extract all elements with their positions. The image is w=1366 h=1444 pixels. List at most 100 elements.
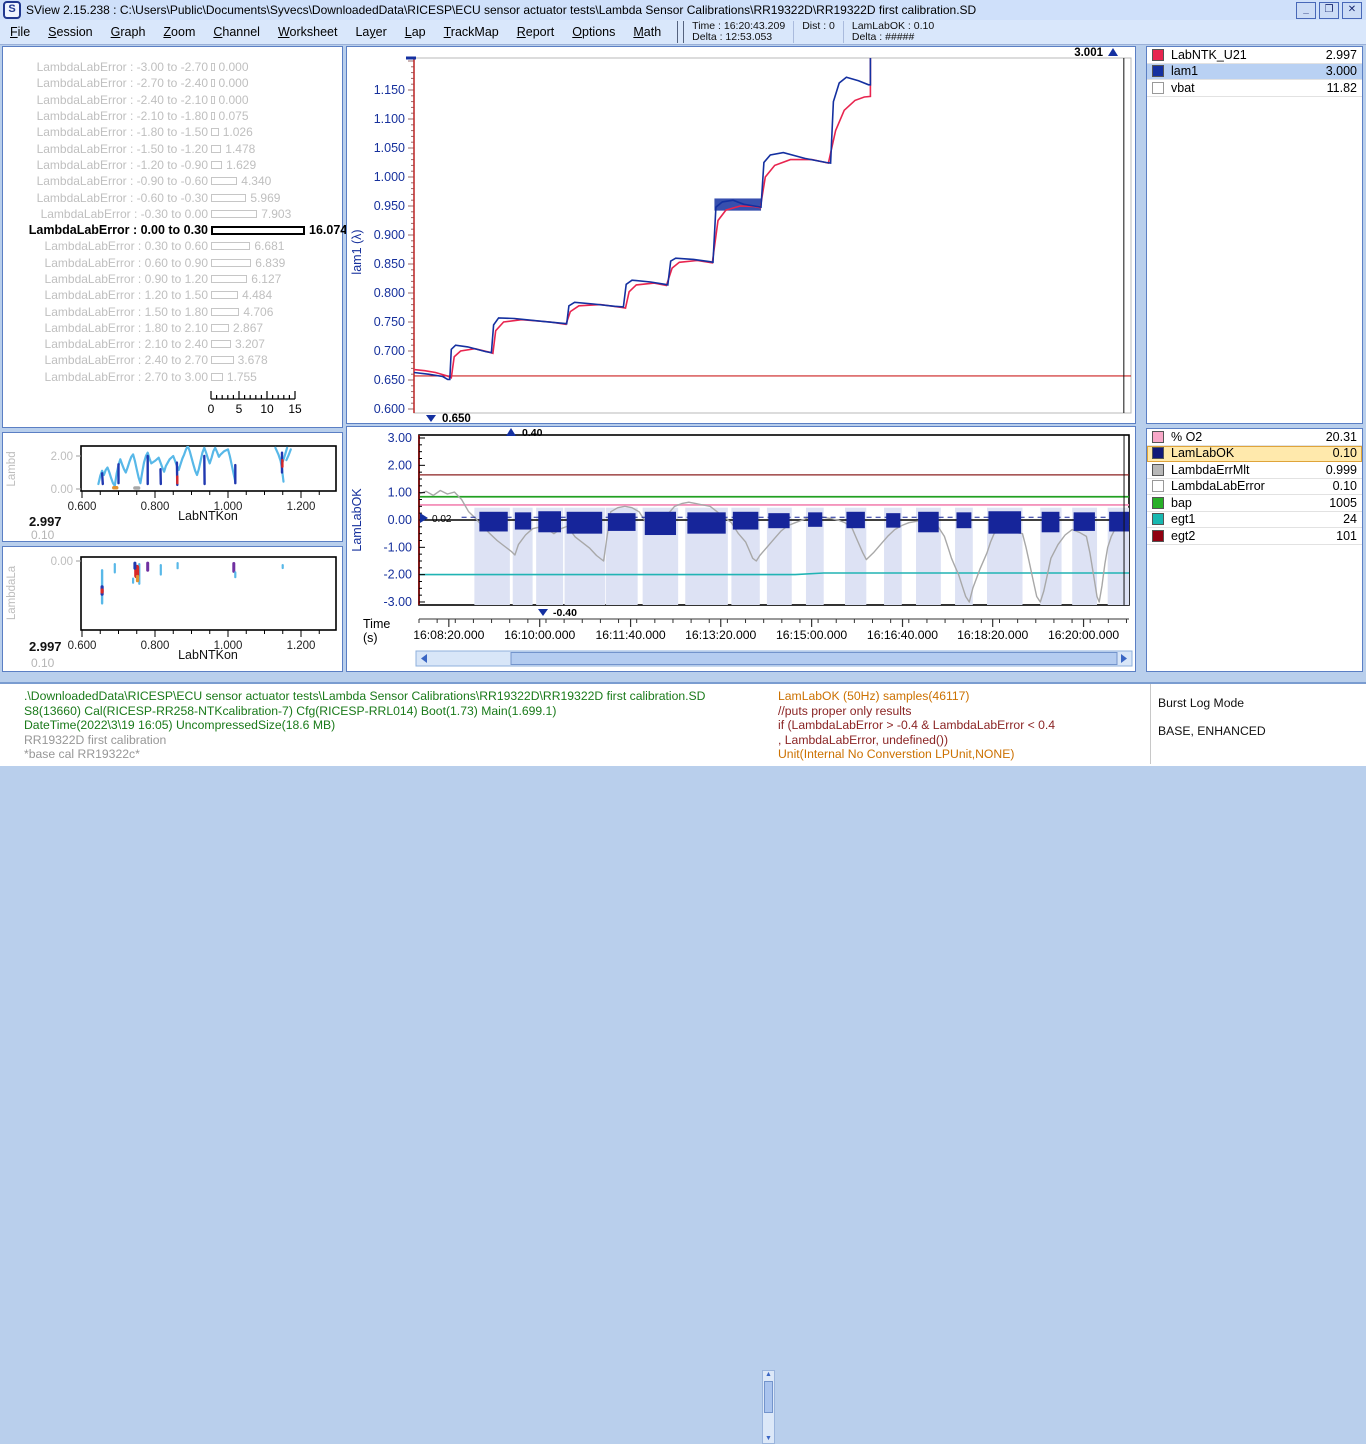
histogram-bar	[211, 161, 222, 169]
svg-text:0.40: 0.40	[522, 427, 543, 439]
math-scrollbar[interactable]: ▲▼	[762, 1370, 775, 1444]
histogram-row-value: 1.478	[225, 142, 255, 156]
channel-name: LambdaLabError	[1171, 479, 1333, 493]
histogram-row-label: LambdaLabError : 0.30 to 0.60	[3, 239, 208, 253]
svg-text:0.00: 0.00	[51, 556, 73, 568]
menu-graph[interactable]: Graph	[109, 23, 148, 41]
svg-text:-2.00: -2.00	[384, 568, 413, 582]
channel-color-swatch	[1152, 530, 1164, 542]
svg-text:0.700: 0.700	[374, 344, 405, 358]
histogram-bar	[211, 291, 238, 299]
svg-text:-3.00: -3.00	[384, 595, 413, 609]
svg-text:15: 15	[288, 402, 302, 416]
svg-text:2.00: 2.00	[388, 458, 412, 472]
histogram-bar	[211, 308, 239, 316]
restore-button[interactable]: ❐	[1319, 2, 1339, 19]
channel-name: % O2	[1171, 430, 1326, 444]
histogram-bar	[211, 275, 247, 283]
histogram-row-value: 0.000	[219, 93, 249, 107]
menu-zoom[interactable]: Zoom	[161, 23, 197, 41]
histogram-row-label: LambdaLabError : 0.00 to 0.30	[3, 223, 208, 237]
svg-text:0.10: 0.10	[31, 656, 55, 670]
minimize-button[interactable]: _	[1296, 2, 1316, 19]
menu-math[interactable]: Math	[631, 23, 663, 41]
scatter-lambdalaberror-chart[interactable]: 0.00-1.00-2.00-3.00LambdaLa0.6000.8001.0…	[3, 547, 342, 671]
menu-session[interactable]: Session	[46, 23, 94, 41]
menu-file[interactable]: File	[8, 23, 32, 41]
channel-name: LamLabOK	[1171, 446, 1333, 460]
histogram-row-value: 2.867	[233, 321, 263, 335]
main-ylabel: lam1 (λ)	[350, 229, 364, 274]
time-tick-label: 16:08:20.000	[413, 628, 484, 642]
histogram-row-label: LambdaLabError : -1.20 to -0.90	[3, 158, 208, 172]
histogram-row-label: LambdaLabError : 1.80 to 2.10	[3, 321, 208, 335]
histogram-bar	[211, 356, 234, 364]
menu-trackmap[interactable]: TrackMap	[442, 23, 501, 41]
main-lambda-chart[interactable]: 1.1501.1001.0501.0000.9500.9000.8500.800…	[347, 47, 1135, 423]
histogram-row-label: LambdaLabError : -2.70 to -2.40	[3, 76, 208, 90]
menu-report[interactable]: Report	[515, 23, 557, 41]
svg-text:0.800: 0.800	[141, 640, 170, 652]
scatter-xlabel: LabNTKon	[178, 509, 238, 523]
time-scrollbar[interactable]	[416, 651, 1132, 666]
histogram-bar	[211, 194, 246, 202]
info-line: if (LambdaLabError > -0.4 & LambdaLabErr…	[778, 718, 1055, 733]
menu-options[interactable]: Options	[570, 23, 617, 41]
menu-worksheet[interactable]: Worksheet	[276, 23, 340, 41]
channel-color-swatch	[1152, 431, 1164, 443]
menu-layer[interactable]: Layer	[353, 23, 388, 41]
histogram-row-value: 7.903	[261, 207, 291, 221]
histogram-row-label: LambdaLabError : 1.20 to 1.50	[3, 288, 208, 302]
histogram-bar	[211, 63, 215, 71]
info-line: *base cal RR19322c*	[24, 747, 705, 762]
svg-text:3.00: 3.00	[388, 431, 412, 445]
menu-bar: File Session Graph Zoom Channel Worksheet Laye…	[0, 20, 1366, 45]
histogram-row[interactable]: LambdaLabError : 1.80 to 2.10 2.867	[3, 320, 342, 336]
lamlabok-time-chart[interactable]: 3.002.001.000.00-1.00-2.00-3.00LamLabOK0…	[347, 427, 1135, 671]
trace-LamLabOK-burst	[918, 512, 939, 532]
menu-channel[interactable]: Channel	[211, 23, 262, 41]
trace-LamLabOK-burst	[1074, 512, 1095, 531]
svg-text:5: 5	[236, 402, 243, 416]
menu-lap[interactable]: Lap	[403, 23, 428, 41]
histogram-row-label: LambdaLabError : 2.70 to 3.00	[3, 370, 208, 384]
channel-value: 11.82	[1327, 81, 1357, 95]
app-logo-icon: S	[3, 1, 21, 19]
close-button[interactable]: ✕	[1342, 2, 1362, 19]
down-triangle-icon	[426, 415, 436, 422]
